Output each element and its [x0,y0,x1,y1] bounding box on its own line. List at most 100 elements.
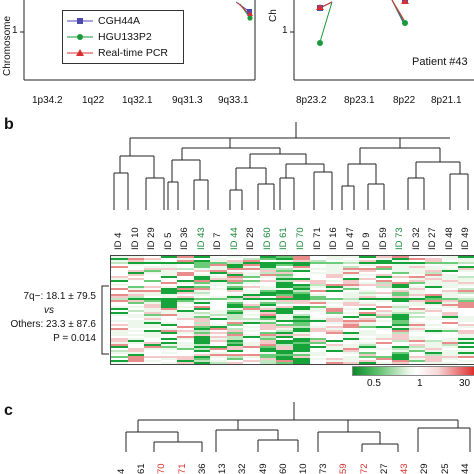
panel-b-letter: b [4,116,14,133]
panel-a-left-xtick-0: 1p34.2 [32,95,63,106]
legend-item-real-time-pcr: Real-time PCR [67,45,179,61]
heatmap-column [392,256,409,364]
sample-id-label: 61 [136,463,148,474]
heatmap-column [425,256,442,364]
sample-id-label: 60 [277,463,289,474]
legend-item-cgh44a: CGH44A [67,13,179,29]
panel-b-dendrogram [113,122,469,210]
scale-mid-label: 1 [417,378,423,389]
sample-id-label: 59 [338,463,350,474]
sample-id-label: ID 10 [129,227,141,250]
panel-a-left-xtick-4: 9q33.1 [218,95,249,106]
heatmap-column [177,256,194,364]
sample-id-label: 71 [176,463,188,474]
panel-a: Chromosome 1 1p34.2 1q22 1q32.1 9q31.3 9… [0,0,474,112]
panel-b-heatmap [110,255,474,365]
sample-id-label: ID 16 [328,227,340,250]
sample-id-label: ID 61 [278,227,290,250]
square-marker-icon [67,18,93,24]
sample-id-label: 49 [257,463,269,474]
panel-c-letter: c [4,402,13,419]
heatmap-column [193,256,211,364]
sample-id-label: 36 [196,463,208,474]
sample-id-label: ID 70 [295,227,306,250]
sample-id-label: ID 71 [311,227,323,250]
heatmap-column [160,256,178,364]
heatmap-column [326,256,343,364]
annotation-line-2: vs [44,305,54,316]
panel-b-id-labels: ID 4 ID 10 ID 29 ID 5 ID 36 ID 43 ID 7 ID 44 ID … [110,212,474,252]
panel-a-left-plot [20,0,256,81]
sample-id-label: ID 60 [261,227,273,250]
sample-id-label: 13 [217,463,229,474]
sample-id-label: 27 [378,463,390,474]
panel-a-right-xtick-3: 8p21.1 [431,95,462,106]
panel-a-right-ytick-1: 1 [282,25,288,36]
sample-id-label: ID 43 [195,227,207,250]
panel-a-right-xtick-1: 8p23.1 [344,95,375,106]
panel-a-right-ylabel: Ch [268,9,279,22]
sample-id-label: ID 32 [410,227,422,250]
sample-id-label: 4 [116,468,127,474]
sample-id-label: ID 59 [377,227,389,250]
panel-a-right-xtick-2: 8p22 [393,95,416,106]
sample-id-label: 29 [419,463,431,474]
scale-min-label: 0.5 [367,378,381,389]
patient-annotation: Patient #43 [412,56,468,68]
sample-id-label: ID 27 [427,227,439,250]
heatmap-column [309,256,327,364]
legend-label: Real-time PCR [98,47,169,59]
sample-id-label: ID 73 [394,227,406,250]
panel-c-dendrogram [125,402,471,452]
panel-c-id-labels: 4 61 70 71 36 13 32 49 60 10 73 59 72 27 43 29 25 44 [110,452,474,474]
legend-item-hgu133p2: HGU133P2 [67,29,179,45]
sample-id-label: 43 [399,463,411,474]
sample-id-label: ID 29 [146,227,158,250]
heatmap-column [276,256,293,364]
heatmap-column [243,256,260,364]
panel-a-right-plot [290,0,474,81]
legend-label: HGU133P2 [98,31,152,43]
triangle-marker-icon [67,49,93,56]
sample-id-label: 70 [156,463,168,474]
sample-id-label: ID 44 [228,227,240,250]
sample-id-label: 25 [439,463,451,474]
heatmap-column [226,256,244,364]
heatmap-column [293,256,310,364]
heatmap-column [342,256,360,364]
sample-id-label: ID 7 [212,232,224,250]
sample-id-label: ID 9 [361,232,373,250]
panel-a-left-ytick-1: 1 [12,25,18,36]
heatmap-column [111,256,128,364]
annotation-bracket [101,285,109,355]
heatmap-column [408,256,426,364]
circle-marker-icon [67,34,93,40]
panel-a-left-xtick-1: 1q22 [82,95,105,106]
sample-id-label: ID 4 [113,232,124,250]
heatmap-column [210,256,227,364]
panel-a-right-xtick-0: 8p23.2 [296,95,327,106]
color-scale-bar [352,366,474,376]
heatmap-column [127,256,145,364]
annotation-line-1: 7q−: 18.1 ± 79.5 [23,291,97,302]
annotation-line-3: Others: 23.3 ± 87.6 [10,319,96,330]
heatmap-column [458,256,474,364]
sample-id-label: ID 5 [162,232,174,250]
panel-b-annotation: 7q−: 18.1 ± 79.5 vs Others: 23.3 ± 87.6 … [2,290,96,346]
heatmap-column [359,256,376,364]
heatmap-column [144,256,161,364]
sample-id-label: ID 36 [179,227,191,250]
sample-id-label: 72 [358,463,370,474]
panel-a-legend: CGH44A HGU133P2 Real-time PCR [62,10,184,64]
legend-label: CGH44A [98,15,141,27]
sample-id-label: ID 28 [245,227,257,250]
annotation-line-4: P = 0.014 [53,333,96,344]
sample-id-label: 44 [459,463,471,474]
heatmap-column [441,256,459,364]
panel-a-left-xtick-3: 9q31.3 [172,95,203,106]
sample-id-label: 10 [298,463,309,474]
sample-id-label: 32 [237,463,249,474]
sample-id-label: 73 [318,463,330,474]
sample-id-label: ID 48 [443,227,455,250]
panel-a-left-xtick-2: 1q32.1 [122,95,153,106]
